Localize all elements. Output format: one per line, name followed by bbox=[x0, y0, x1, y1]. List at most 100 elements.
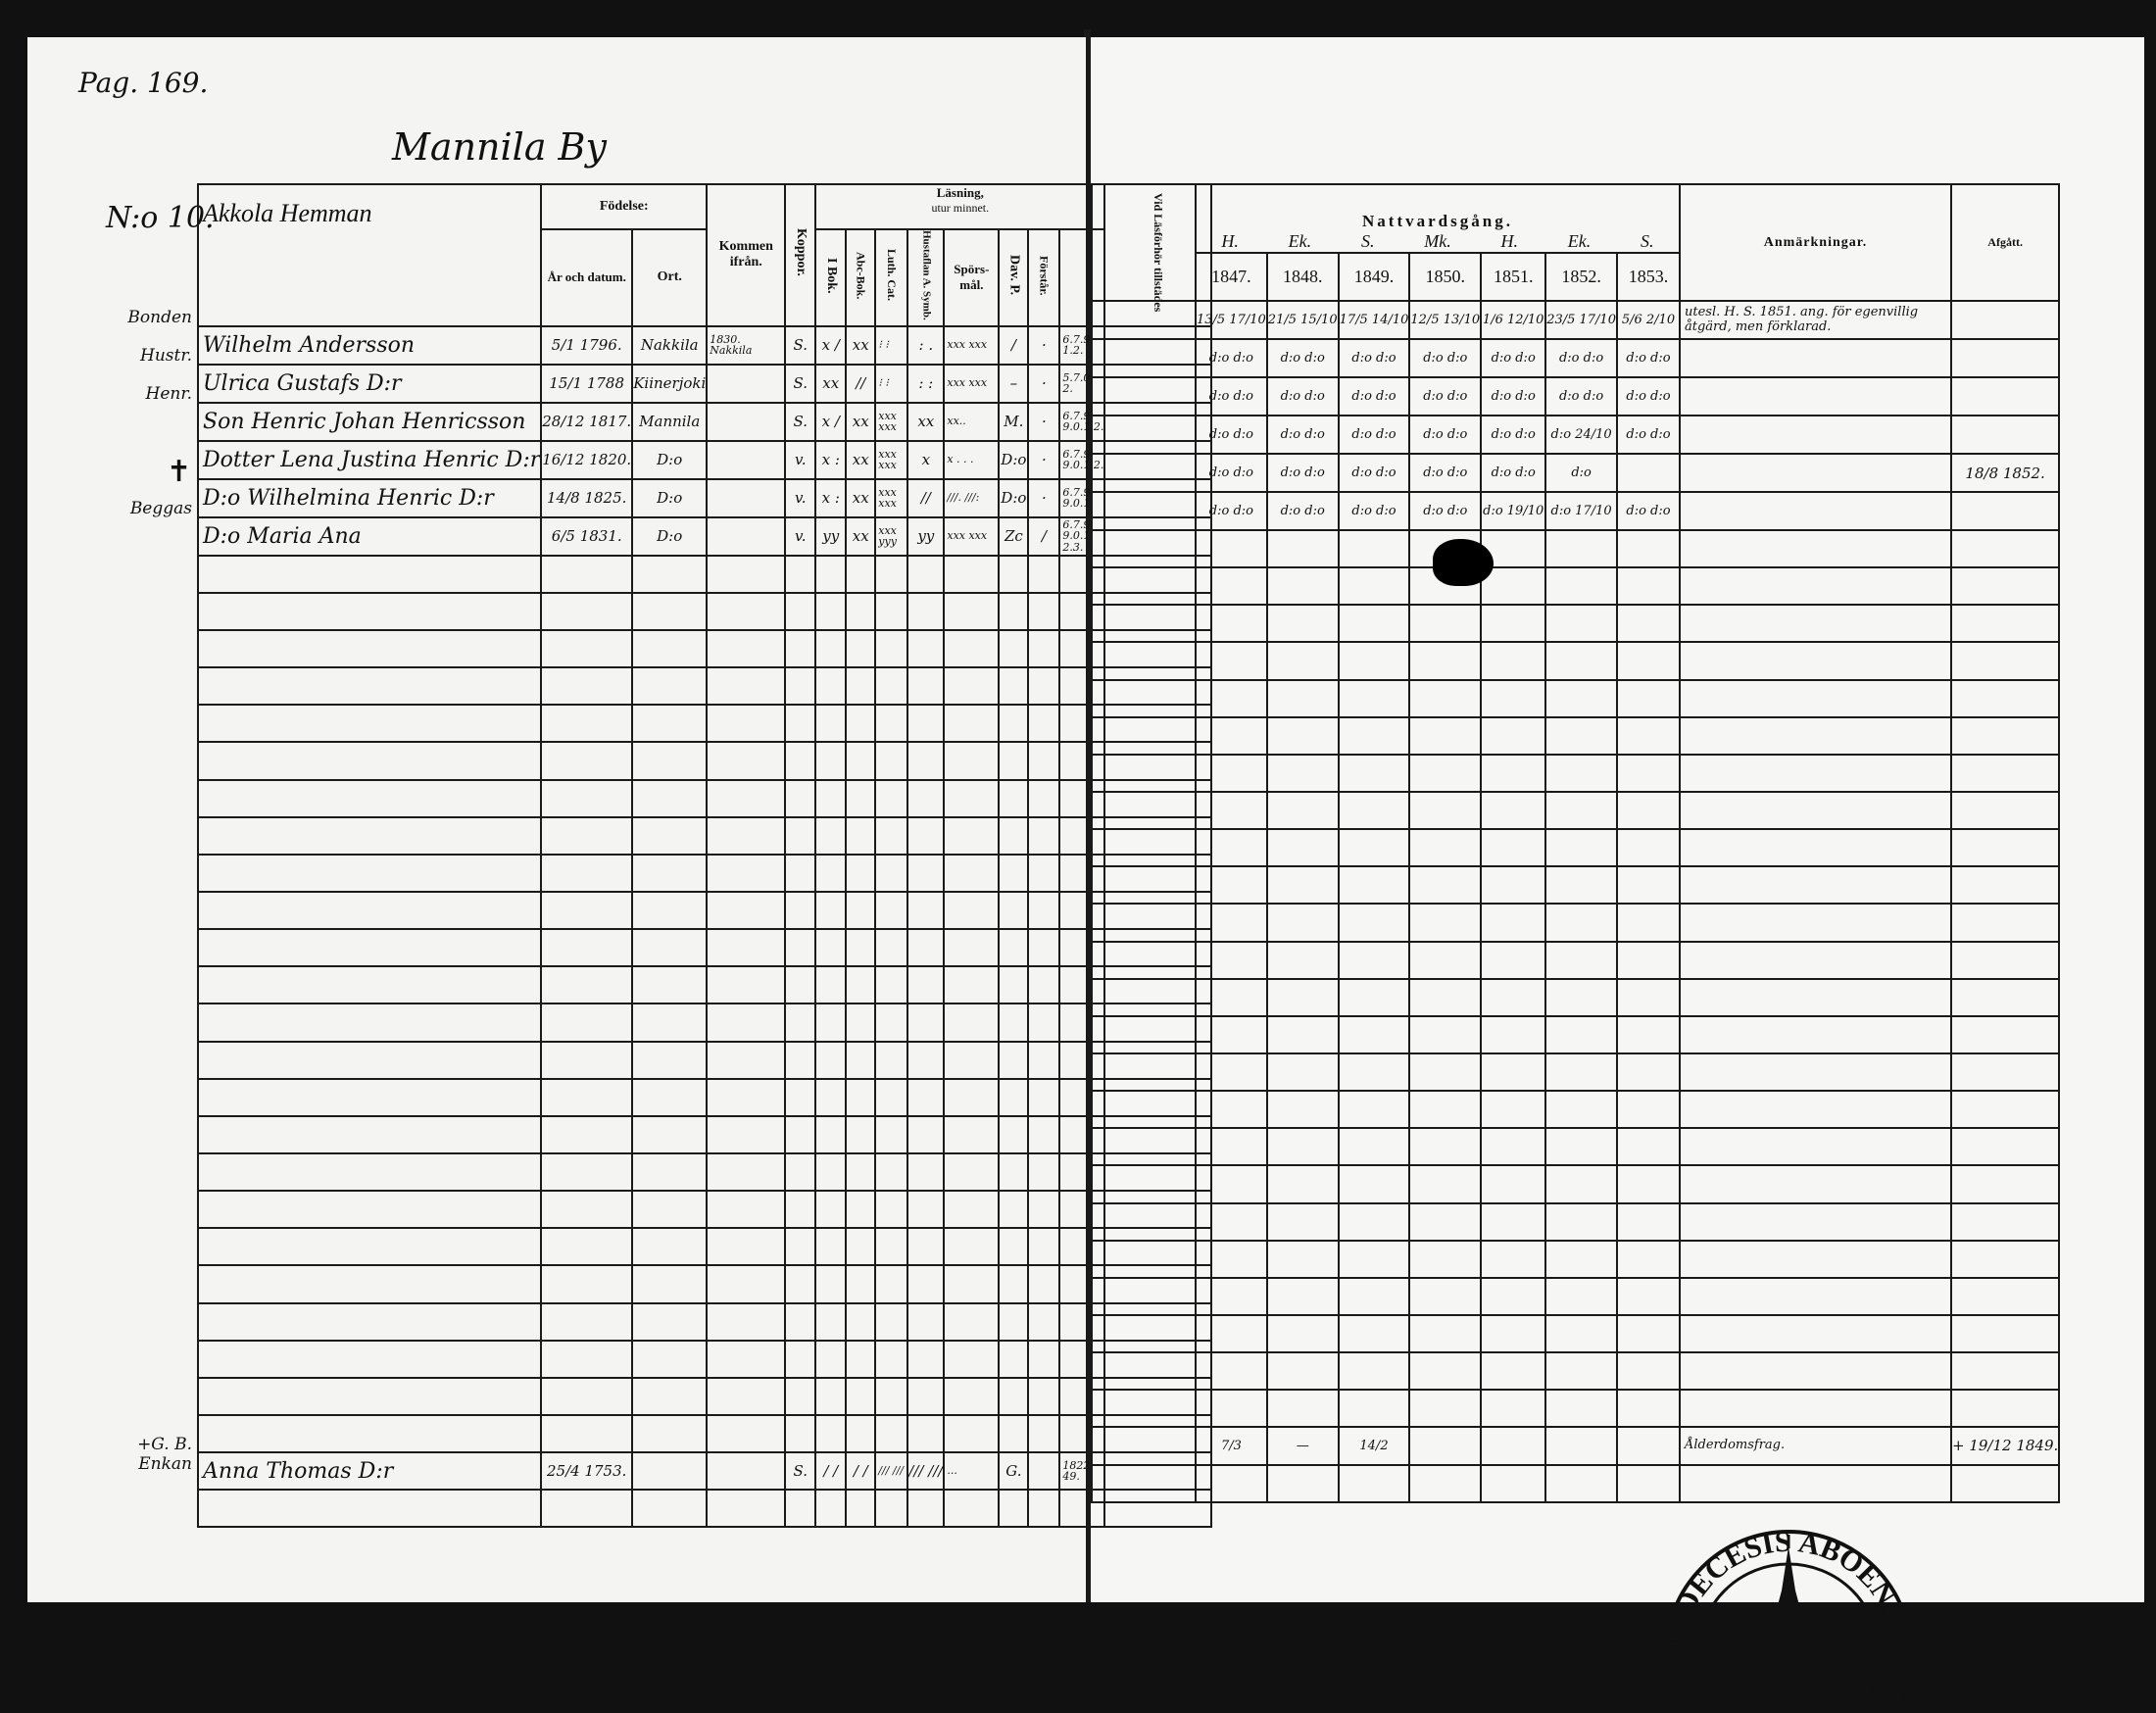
cell-dav: G. bbox=[998, 1451, 1030, 1492]
empty-cell bbox=[1480, 1201, 1547, 1242]
empty-cell bbox=[706, 928, 787, 968]
household-number: N:o 10. bbox=[106, 201, 215, 235]
empty-cell bbox=[1027, 965, 1061, 1005]
communion-date bbox=[1615, 1426, 1681, 1466]
empty-cell bbox=[1337, 1276, 1411, 1316]
empty-cell bbox=[1091, 1276, 1197, 1316]
table-row bbox=[1091, 641, 2061, 681]
empty-cell bbox=[998, 1227, 1030, 1267]
empty-cell bbox=[1678, 903, 1952, 943]
hustaflan-header: Hustaflan A. Symb. bbox=[906, 228, 946, 327]
empty-cell bbox=[874, 1151, 909, 1193]
table-row bbox=[196, 704, 1213, 744]
communion-date: d:o bbox=[1544, 453, 1618, 493]
cell-abc: / / bbox=[845, 1451, 877, 1492]
empty-cell bbox=[631, 778, 709, 818]
empty-cell bbox=[706, 741, 787, 781]
cell-koppor: v. bbox=[784, 515, 817, 557]
empty-cell bbox=[540, 1190, 634, 1230]
cell-spors: ///. ///: bbox=[943, 477, 1001, 518]
empty-cell bbox=[540, 666, 634, 707]
cell-luth: ⁝ ⁝ bbox=[874, 363, 909, 404]
birth-header: Födelse: bbox=[540, 183, 709, 230]
table-row bbox=[1091, 1313, 2061, 1354]
empty-cell bbox=[1480, 790, 1547, 831]
empty-cell bbox=[1027, 1077, 1061, 1117]
empty-cell bbox=[998, 1489, 1030, 1529]
communion-date: d:o d:o bbox=[1480, 415, 1547, 455]
communion-abbrev: S. bbox=[1641, 231, 1654, 251]
empty-cell bbox=[784, 1227, 817, 1267]
cell-abc: xx bbox=[845, 401, 877, 442]
communion-date: d:o d:o bbox=[1408, 491, 1483, 531]
empty-cell bbox=[1949, 641, 2061, 681]
empty-cell bbox=[1027, 1190, 1061, 1230]
table-row bbox=[196, 628, 1213, 669]
empty-cell bbox=[943, 741, 1001, 781]
empty-cell bbox=[906, 1376, 946, 1416]
empty-cell bbox=[998, 1376, 1030, 1416]
empty-cell bbox=[1480, 1351, 1547, 1392]
communion-date: 14/2 bbox=[1337, 1426, 1411, 1466]
empty-cell bbox=[1195, 566, 1268, 607]
empty-cell bbox=[906, 666, 946, 707]
table-row bbox=[196, 1489, 1213, 1529]
empty-cell bbox=[1195, 604, 1268, 644]
cell-abc: xx bbox=[845, 439, 877, 480]
reading-header: Läsning, utur minnet. bbox=[814, 183, 1106, 230]
empty-cell bbox=[906, 1301, 946, 1342]
empty-cell bbox=[540, 1339, 634, 1379]
empty-cell bbox=[1678, 715, 1952, 756]
remark bbox=[1678, 453, 1952, 493]
empty-cell bbox=[874, 778, 909, 818]
empty-cell bbox=[706, 1151, 787, 1193]
cell-spors: ... bbox=[943, 1451, 1001, 1492]
empty-cell bbox=[1544, 903, 1618, 943]
empty-cell bbox=[998, 1040, 1030, 1080]
communion-date: d:o d:o bbox=[1337, 338, 1411, 378]
empty-cell bbox=[540, 591, 634, 631]
empty-cell bbox=[1544, 1276, 1618, 1316]
empty-cell bbox=[631, 1376, 709, 1416]
empty-cell bbox=[784, 928, 817, 968]
blank-cell bbox=[1091, 1426, 1197, 1466]
cell-born: 16/12 1820. bbox=[540, 439, 634, 480]
occupation-label: Hustr. bbox=[140, 346, 192, 366]
empty-cell bbox=[1408, 1090, 1483, 1130]
empty-cell bbox=[943, 1301, 1001, 1342]
empty-cell bbox=[906, 1339, 946, 1379]
empty-cell bbox=[706, 815, 787, 856]
empty-cell bbox=[845, 704, 877, 744]
empty-cell bbox=[998, 890, 1030, 931]
empty-cell bbox=[845, 1114, 877, 1154]
empty-cell bbox=[1544, 1389, 1618, 1429]
empty-cell bbox=[998, 1190, 1030, 1230]
empty-cell bbox=[1337, 715, 1411, 756]
empty-cell bbox=[814, 741, 848, 781]
empty-cell bbox=[1091, 1239, 1197, 1279]
empty-cell bbox=[1027, 778, 1061, 818]
empty-cell bbox=[1091, 528, 1197, 569]
empty-cell bbox=[845, 628, 877, 669]
empty-cell bbox=[1678, 1351, 1952, 1392]
empty-cell bbox=[1480, 715, 1547, 756]
empty-cell bbox=[1337, 566, 1411, 607]
communion-year: 1847. bbox=[1195, 252, 1268, 302]
empty-cell bbox=[998, 815, 1030, 856]
empty-cell bbox=[1544, 715, 1618, 756]
empty-cell bbox=[540, 928, 634, 968]
communion-date: d:o d:o bbox=[1337, 376, 1411, 416]
empty-cell bbox=[814, 1339, 848, 1379]
empty-cell bbox=[943, 890, 1001, 931]
empty-cell bbox=[1408, 604, 1483, 644]
empty-cell bbox=[1195, 1276, 1268, 1316]
empty-cell bbox=[1480, 1463, 1547, 1503]
empty-cell bbox=[631, 1040, 709, 1080]
page-reference: Pag. 169. bbox=[78, 67, 209, 99]
empty-cell bbox=[906, 554, 946, 594]
communion-date: d:o d:o bbox=[1265, 415, 1340, 455]
table-row bbox=[196, 591, 1213, 631]
empty-cell bbox=[1615, 1201, 1681, 1242]
cell-i_bok: x : bbox=[814, 477, 848, 518]
communion-date: d:o d:o bbox=[1195, 453, 1268, 493]
